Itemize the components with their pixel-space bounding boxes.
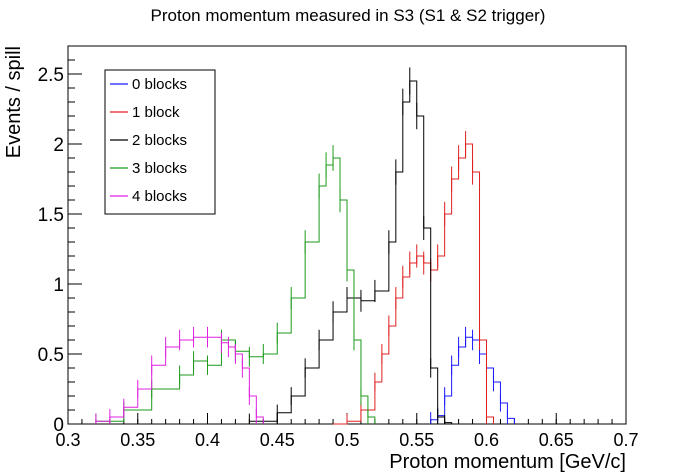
- x-tick-label: 0.6: [474, 430, 499, 450]
- series-group: [95, 67, 515, 425]
- y-tick-label: 1: [53, 275, 64, 296]
- legend-label: 1 block: [132, 104, 180, 121]
- chart-title: Proton momentum measured in S3 (S1 & S2 …: [150, 6, 546, 25]
- series-line-1: [333, 143, 494, 425]
- y-tick-label: 1.5: [38, 205, 64, 226]
- x-tick-label: 0.7: [613, 430, 638, 450]
- x-tick-label: 0.35: [120, 430, 155, 450]
- x-axis-label: Proton momentum [GeV/c]: [389, 451, 626, 472]
- x-tick-label: 0.65: [539, 430, 574, 450]
- legend: 0 blocks 1 block 2 blocks 3 blocks 4 blocks: [104, 69, 216, 215]
- legend-label: 0 blocks: [132, 76, 187, 93]
- series-line-2: [249, 80, 453, 424]
- x-tick-label: 0.45: [260, 430, 295, 450]
- y-tick-label: 2: [53, 135, 64, 156]
- x-tick-label: 0.5: [334, 430, 359, 450]
- y-tick-label: 0.5: [38, 345, 64, 366]
- series-line-4: [95, 336, 264, 424]
- series-line-3: [95, 157, 376, 424]
- legend-label: 4 blocks: [132, 188, 187, 205]
- y-tick-label: 2.5: [38, 65, 64, 86]
- legend-box: [104, 69, 216, 215]
- y-axis-label: Events / spill: [3, 46, 25, 158]
- axis-ticks: 0.3 0.35 0.4 0.45 0.5 0.55 0.6 0.65 0.7 0 0.5 1 1.5 2…: [38, 45, 639, 450]
- x-tick-label: 0.4: [195, 430, 220, 450]
- legend-label: 2 blocks: [132, 132, 187, 149]
- legend-label: 3 blocks: [132, 160, 187, 177]
- y-tick-label: 0: [53, 415, 64, 436]
- x-tick-label: 0.55: [399, 430, 434, 450]
- x-tick-label: 0.3: [55, 430, 80, 450]
